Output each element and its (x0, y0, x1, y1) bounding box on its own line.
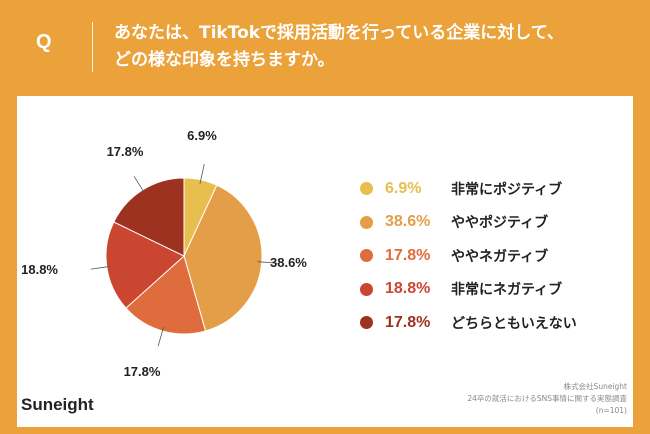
leader-line (199, 164, 205, 184)
legend-percent: 17.8% (385, 313, 431, 331)
footnote: 株式会社Suneight 24卒の就活におけるSNS事情に関する実態調査 (n=… (467, 381, 627, 417)
pie-chart: 6.9% 38.6% 17.8% 18.8% 17.8% (21, 128, 307, 379)
chart-card: 6.9% 38.6% 17.8% 18.8% 17.8% 6.9% 非常にポジティブ 38.… (17, 96, 633, 427)
q-mark: Q (36, 31, 52, 53)
legend-item: 18.8% 非常にネガティブ (360, 273, 600, 307)
legend-item: 6.9% 非常にポジティブ (360, 172, 600, 206)
question-line-2: どの様な印象を持ちますか。 (114, 50, 335, 70)
legend-swatch (360, 316, 373, 330)
legend-percent: 17.8% (385, 246, 431, 264)
legend: 6.9% 非常にポジティブ 38.6% ややポジティブ 17.8% ややネガティブ 18.8… (360, 172, 600, 340)
legend-label: 非常にポジティブ (451, 181, 563, 198)
legend-swatch (360, 249, 373, 263)
legend-label: 非常にネガティブ (451, 282, 563, 299)
legend-swatch (360, 215, 373, 229)
leader-line (257, 261, 278, 264)
footnote-survey: 24卒の就活におけるSNS事情に関する実態調査 (467, 394, 627, 403)
leader-line (157, 327, 164, 347)
legend-swatch (360, 282, 373, 296)
legend-swatch (360, 182, 373, 196)
company-logo: Suneight (21, 395, 94, 414)
data-label: 17.8% (107, 144, 144, 159)
data-label: 17.8% (124, 364, 161, 379)
legend-percent: 6.9% (385, 179, 422, 197)
data-label: 6.9% (187, 128, 217, 143)
question-line-1: あなたは、TikTokで採用活動を行っている企業に対して、 (114, 23, 564, 43)
data-label: 38.6% (270, 255, 307, 270)
header-divider (92, 22, 93, 72)
legend-label: ややポジティブ (451, 215, 549, 232)
legend-item: 17.8% ややネガティブ (360, 239, 600, 273)
question-header: Q あなたは、TikTokで採用活動を行っている企業に対して、 どの様な印象を持… (0, 0, 650, 96)
data-label: 18.8% (21, 262, 58, 277)
legend-label: ややネガティブ (451, 248, 549, 265)
legend-label: どちらともいえない (451, 315, 577, 332)
question-text: あなたは、TikTokで採用活動を行っている企業に対して、 どの様な印象を持ちま… (114, 20, 564, 74)
legend-percent: 18.8% (385, 280, 431, 298)
legend-item: 38.6% ややポジティブ (360, 206, 600, 240)
leader-line (133, 176, 146, 194)
legend-item: 17.8% どちらともいえない (360, 306, 600, 340)
footnote-company: 株式会社Suneight (563, 382, 627, 391)
legend-percent: 38.6% (385, 213, 431, 231)
leader-line (90, 265, 111, 270)
footnote-sample-size: (n=101) (595, 406, 627, 415)
